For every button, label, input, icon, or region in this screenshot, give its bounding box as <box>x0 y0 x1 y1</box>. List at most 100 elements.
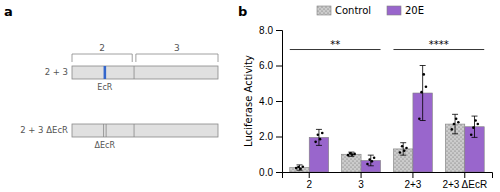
data-point <box>401 145 404 148</box>
construct-box <box>72 66 218 79</box>
significance-label: ** <box>330 39 340 50</box>
region-label: 2 <box>99 43 105 53</box>
data-point <box>425 86 428 89</box>
bracket <box>72 54 132 62</box>
data-point <box>353 153 356 156</box>
tick-label: 8.0 <box>259 25 273 36</box>
panel-a: a 2 3 EcR 2 + 3 ΔEcR 2 + 3 ΔEcR <box>4 4 218 150</box>
construct-label: 2 + 3 ΔEcR <box>20 125 68 135</box>
data-point <box>457 121 460 124</box>
plot-area <box>290 66 484 173</box>
data-point <box>470 133 473 136</box>
construct-label: 2 + 3 <box>45 67 68 77</box>
y-tick: 0.0 <box>259 167 282 178</box>
data-point <box>319 138 322 141</box>
tick-label: 2+3 ΔEcR <box>442 179 487 190</box>
tick-mark <box>276 101 282 102</box>
legend-label: Control <box>335 5 371 16</box>
error-bar <box>472 116 478 137</box>
y-tick: 4.0 <box>259 96 282 107</box>
data-point <box>450 128 453 131</box>
construct-box <box>72 124 218 137</box>
significance-label: **** <box>429 39 449 50</box>
legend-swatch <box>387 6 401 15</box>
ecr-mark <box>104 66 107 79</box>
deletion-mark <box>103 124 104 137</box>
tick-mark <box>309 172 310 178</box>
divider <box>134 66 135 79</box>
x-axis: 2 3 2+3 2+3 ΔEcR <box>283 172 493 190</box>
axis-domain <box>283 173 493 179</box>
legend-swatch <box>317 6 331 15</box>
data-point <box>453 123 456 126</box>
data-point <box>314 141 317 144</box>
legend-item: Control <box>317 5 371 16</box>
data-point <box>317 133 320 136</box>
tick-label: 2.0 <box>259 131 273 142</box>
data-point <box>420 91 423 94</box>
x-tick: 2+3 ΔEcR <box>442 172 487 190</box>
legend-label: 20E <box>405 5 424 16</box>
figure: a 2 3 EcR 2 + 3 ΔEcR 2 + 3 ΔEcR 0.0 2.0 4.0 6.0 8.0… <box>0 0 500 192</box>
error-bar <box>452 114 458 134</box>
divider <box>134 124 135 137</box>
element-label: ΔEcR <box>95 141 116 150</box>
series <box>309 66 484 173</box>
x-tick: 2+3 <box>404 172 421 190</box>
tick-label: 0.0 <box>259 167 273 178</box>
legend-item: 20E <box>387 5 424 16</box>
data-point <box>418 117 421 120</box>
error-bar <box>316 129 322 145</box>
tick-mark <box>412 172 413 178</box>
series <box>290 114 465 172</box>
region-label: 3 <box>174 43 180 53</box>
data-point <box>351 153 354 156</box>
data-point <box>347 154 350 157</box>
element-label: EcR <box>97 83 112 92</box>
error-bar <box>400 143 406 155</box>
panel-label: a <box>4 4 13 19</box>
data-point <box>474 119 477 122</box>
data-point <box>368 158 371 161</box>
axis-domain <box>276 31 283 173</box>
data-point <box>297 166 300 169</box>
data-point <box>405 147 408 150</box>
y-axis-title: Luciferase Activity <box>243 55 254 147</box>
data-point <box>366 163 369 166</box>
tick-label: 3 <box>358 179 364 190</box>
deletion-mark <box>106 124 107 137</box>
data-point <box>321 132 324 135</box>
data-point <box>302 165 305 168</box>
panel-label: b <box>238 4 247 19</box>
y-axis: 0.0 2.0 4.0 6.0 8.0 <box>259 25 282 178</box>
data-point <box>477 123 480 126</box>
tick-mark <box>361 172 362 178</box>
tick-mark <box>276 66 282 67</box>
data-point <box>299 168 302 171</box>
data-point <box>399 151 402 154</box>
error-bar <box>420 66 426 121</box>
legend: Control 20E <box>317 5 424 16</box>
tick-label: 2 <box>306 179 312 190</box>
panel-b: 0.0 2.0 4.0 6.0 8.0 2 3 2+3 2+3 ΔEcR Luciferase A… <box>243 25 493 190</box>
data-point <box>422 73 425 76</box>
tick-mark <box>276 30 282 31</box>
data-point <box>472 126 475 129</box>
y-tick: 8.0 <box>259 25 282 36</box>
bar <box>342 154 361 172</box>
y-tick: 6.0 <box>259 60 282 71</box>
tick-mark <box>276 172 282 173</box>
tick-label: 6.0 <box>259 60 273 71</box>
data-point <box>373 157 376 160</box>
tick-mark <box>276 137 282 138</box>
y-tick: 2.0 <box>259 131 282 142</box>
tick-label: 2+3 <box>404 179 421 190</box>
data-point <box>403 149 406 152</box>
data-point <box>295 167 298 170</box>
x-tick: 3 <box>358 172 364 190</box>
tick-mark <box>464 172 465 178</box>
data-point <box>371 160 374 163</box>
bracket <box>136 54 218 62</box>
data-point <box>455 117 458 120</box>
x-tick: 2 <box>306 172 312 190</box>
